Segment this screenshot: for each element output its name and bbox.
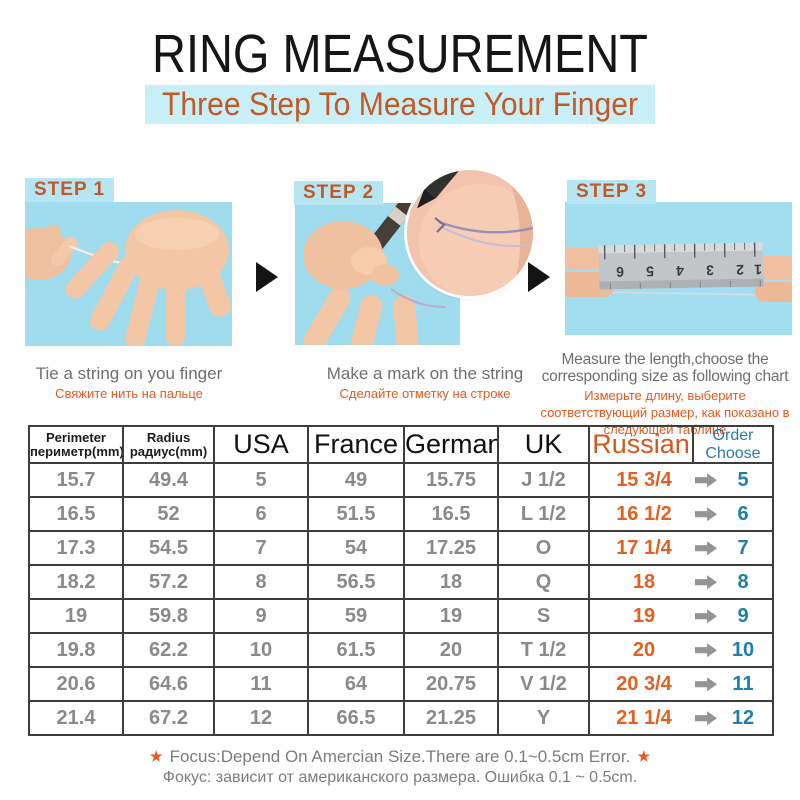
russian-size: 15 3/4 [616, 468, 672, 491]
step2-caption: Make a mark on the string [326, 364, 524, 383]
svg-text:1: 1 [754, 262, 762, 278]
step1-label: STEP 1 [25, 178, 115, 202]
russian-size: 20 [632, 638, 656, 661]
step3-label: STEP 3 [567, 180, 657, 204]
table-header-row: Perimeter периметр(mm) Radius радиус(mm)… [28, 424, 774, 465]
star-icon [637, 750, 651, 762]
page-title: RING MEASUREMENT [152, 24, 648, 84]
header-usa: USA [213, 424, 309, 465]
order-arrow-icon [695, 473, 717, 488]
footer-note-en: Focus:Depend On Amercian Size.There are … [0, 747, 800, 767]
table-row: 16.5 52 6 51.5 16.5 L 1/2 16 1/2 6 [28, 496, 774, 533]
order-arrow-icon [695, 507, 717, 522]
table-row: 15.7 49.4 5 49 15.75 J 1/2 15 3/4 5 [28, 462, 774, 499]
order-size: 12 [731, 706, 755, 729]
svg-text:3: 3 [706, 262, 714, 278]
russian-size: 20 3/4 [616, 672, 672, 695]
header-radius: Radius радиус(mm) [122, 424, 215, 465]
step2-label: STEP 2 [294, 181, 384, 205]
svg-text:6: 6 [616, 264, 624, 280]
header-uk: UK [497, 424, 590, 465]
header-german: German [403, 424, 499, 465]
order-size: 6 [737, 502, 749, 525]
step3-photo-measure-ruler: 6 5 4 3 2 1 [565, 202, 792, 335]
step1-photo-tie-string [25, 202, 232, 346]
russian-size: 21 1/4 [616, 706, 672, 729]
step2-caption-ru: Сделайте отметку на строке [339, 386, 511, 401]
order-arrow-icon [695, 677, 717, 692]
order-size: 9 [737, 604, 749, 627]
header-russian: Russian [588, 424, 694, 465]
step3-caption: Measure the length,choose the correspond… [541, 351, 789, 386]
order-size: 7 [737, 536, 749, 559]
order-size: 8 [737, 570, 749, 593]
order-arrow-icon [695, 575, 717, 590]
step2-zoom-inset [407, 170, 533, 296]
order-arrow-icon [695, 711, 717, 726]
step1-caption-ru: Свяжите нить на пальце [55, 386, 203, 401]
order-arrow-icon [695, 643, 717, 658]
order-arrow-icon [695, 609, 717, 624]
step1-caption: Tie a string on you finger [35, 364, 223, 383]
russian-size: 17 1/4 [616, 536, 672, 559]
table-row: 18.2 57.2 8 56.5 18 Q 18 8 [28, 564, 774, 601]
header-france: France [307, 424, 405, 465]
svg-text:2: 2 [736, 262, 744, 278]
svg-text:4: 4 [676, 263, 684, 279]
order-size: 11 [732, 672, 754, 695]
footer-note-en-text: Focus:Depend On Amercian Size.There are … [169, 747, 631, 766]
ring-size-table: Perimeter периметр(mm) Radius радиус(mm)… [28, 424, 774, 737]
step-arrow-icon [528, 262, 550, 292]
header-perimeter: Perimeter периметр(mm) [28, 424, 124, 465]
star-icon [149, 750, 163, 762]
russian-size: 19 [632, 604, 656, 627]
ruler-illustration: 6 5 4 3 2 1 [598, 242, 764, 290]
order-arrow-icon [695, 541, 717, 556]
order-size: 5 [737, 468, 749, 491]
table-row: 19.8 62.2 10 61.5 20 T 1/2 20 10 [28, 632, 774, 669]
footer-note-ru: Фокус: зависит от американского размера.… [162, 769, 638, 786]
header-order-choose: Order Choose [692, 424, 774, 465]
table-row: 21.4 67.2 12 66.5 21.25 Y 21 1/4 12 [28, 700, 774, 737]
russian-size: 16 1/2 [616, 502, 672, 525]
svg-text:5: 5 [646, 263, 654, 279]
subtitle-bar: Three Step To Measure Your Finger [145, 85, 655, 124]
subtitle-text: Three Step To Measure Your Finger [162, 86, 638, 122]
table-row: 19 59.8 9 59 19 S 19 9 [28, 598, 774, 635]
order-size: 10 [731, 638, 755, 661]
table-row: 20.6 64.6 11 64 20.75 V 1/2 20 3/4 11 [28, 666, 774, 703]
table-row: 17.3 54.5 7 54 17.25 O 17 1/4 7 [28, 530, 774, 567]
step-arrow-icon [256, 262, 278, 292]
russian-size: 18 [632, 570, 656, 593]
